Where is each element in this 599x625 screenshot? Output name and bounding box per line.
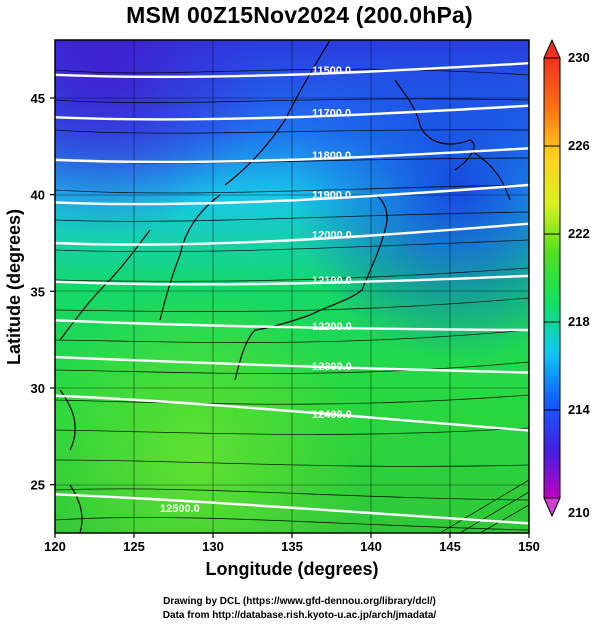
- contour-line: [55, 394, 529, 432]
- contour-labels: 11500.0 11700.0 11800.0 11900.0 12000.0 12100…: [160, 65, 352, 515]
- contour-label: 11500.0: [312, 65, 351, 77]
- y-tick-label: 25: [31, 478, 45, 493]
- colorbar: 210 214 218 222 226 230: [543, 38, 590, 520]
- contour-label: 12400.0: [312, 409, 352, 421]
- colorbar-max-triangle: [543, 38, 561, 59]
- plot-area: 11500.0 11700.0 11800.0 11900.0 12000.0 12100…: [55, 40, 529, 533]
- chart-title: MSM 00Z15Nov2024 (200.0hPa): [126, 2, 473, 28]
- contour-line: [55, 493, 529, 525]
- colorbar-tick-label: 210: [568, 505, 590, 520]
- wind-streamlines: [55, 68, 529, 533]
- y-tick-label: 35: [31, 284, 45, 299]
- x-tick-label: 145: [439, 539, 461, 554]
- colorbar-tick-label: 214: [568, 402, 590, 417]
- x-axis: 120 125 130 135 140 145 150: [44, 533, 540, 554]
- geopotential-contours: [55, 62, 529, 525]
- contour-line: [55, 222, 529, 246]
- y-axis-label: Latitude (degrees): [4, 209, 24, 365]
- colorbar-min-triangle: [543, 497, 561, 518]
- contour-label: 12200.0: [312, 321, 352, 333]
- colorbar-ticks: 210 214 218 222 226 230: [544, 50, 590, 520]
- graticule: [55, 40, 529, 533]
- credit-drawing: Drawing by DCL (https://www.gfd-dennou.o…: [163, 596, 436, 607]
- contour-line: [55, 355, 529, 374]
- contour-label: 11700.0: [312, 108, 351, 120]
- x-tick-label: 125: [123, 539, 145, 554]
- contour-label: 11800.0: [312, 150, 351, 162]
- contour-line: [55, 319, 529, 332]
- x-tick-label: 120: [44, 539, 66, 554]
- contour-label: 12000.0: [312, 229, 352, 241]
- y-axis: 25 30 35 40 45: [31, 91, 55, 493]
- x-tick-label: 130: [202, 539, 224, 554]
- y-tick-label: 40: [31, 188, 45, 203]
- colorbar-scale: [543, 57, 561, 499]
- x-tick-label: 140: [360, 539, 382, 554]
- y-tick-label: 45: [31, 91, 45, 106]
- contour-label: 12500.0: [160, 503, 200, 515]
- x-tick-label: 150: [518, 539, 540, 554]
- colorbar-tick-label: 218: [568, 314, 590, 329]
- y-tick-label: 30: [31, 381, 45, 396]
- contour-label: 12300.0: [312, 361, 352, 373]
- x-tick-label: 135: [281, 539, 303, 554]
- colorbar-tick-label: 230: [568, 50, 590, 65]
- colorbar-tick-label: 222: [568, 226, 590, 241]
- contour-label: 12100.0: [312, 275, 352, 287]
- contour-line: [55, 104, 529, 121]
- contour-line: [55, 62, 529, 79]
- contour-line: [55, 274, 529, 286]
- colorbar-tick-label: 226: [568, 138, 590, 153]
- x-axis-label: Longitude (degrees): [205, 559, 378, 579]
- contour-line: [55, 183, 529, 206]
- contour-line: [55, 147, 529, 164]
- contour-label: 11900.0: [312, 190, 351, 202]
- credit-data: Data from http://database.rish.kyoto-u.a…: [162, 610, 437, 621]
